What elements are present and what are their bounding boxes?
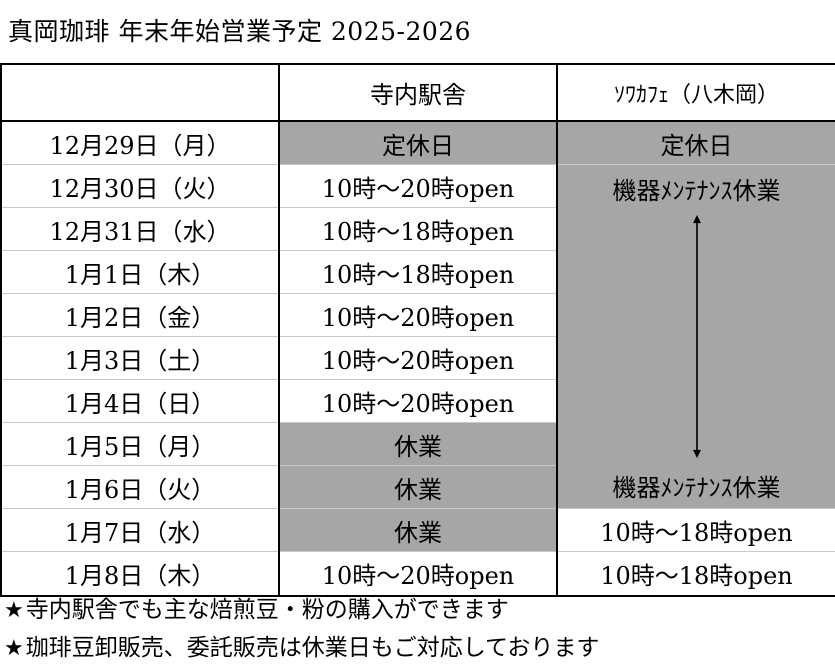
header-date — [0, 63, 280, 122]
terauchi-hours-cell: 10時～20時open — [278, 164, 558, 208]
date-cell: 1月4日（日） — [0, 379, 280, 423]
date-cell: 1月5日（月） — [0, 422, 280, 466]
table-row: 12月31日（水） 10時～18時open — [0, 207, 835, 251]
maintenance-end-label: 機器ﾒﾝﾃﾅﾝｽ休業 — [612, 474, 781, 502]
date-cell: 1月1日（木） — [0, 250, 280, 294]
terauchi-hours-cell: 10時～20時open — [278, 293, 558, 337]
sowa-hours-cell: 10時～18時open — [556, 508, 835, 552]
star-icon: ★ — [4, 598, 24, 623]
table-row: 1月7日（水） 休業 10時～18時open — [0, 508, 835, 552]
header-sowa-cafe: ｿﾜｶﾌｪ（八木岡） — [556, 63, 835, 122]
terauchi-closed-cell: 休業 — [278, 465, 558, 509]
date-cell: 12月31日（水） — [0, 207, 280, 251]
table-row: 1月4日（日） 10時～20時open — [0, 379, 835, 423]
table-row: 1月2日（金） 10時～20時open — [0, 293, 835, 337]
header-terauchi: 寺内駅舎 — [278, 63, 558, 122]
terauchi-hours-cell: 10時～20時open — [278, 551, 558, 597]
date-cell: 1月3日（土） — [0, 336, 280, 380]
sowa-maintenance-cell: 機器ﾒﾝﾃﾅﾝｽ休業 機器ﾒﾝﾃﾅﾝｽ休業 — [556, 164, 835, 509]
table-row: 1月8日（木） 10時～20時open 10時～18時open — [0, 551, 835, 597]
terauchi-hours-cell: 10時～20時open — [278, 336, 558, 380]
note-line: ★珈琲豆卸販売、委託販売は休業日もご対応しております — [4, 630, 599, 666]
date-cell: 12月29日（月） — [0, 120, 280, 165]
date-cell: 1月2日（金） — [0, 293, 280, 337]
schedule-table: 寺内駅舎 ｿﾜｶﾌｪ（八木岡） 12月29日（月） 定休日 定休日 12月30日… — [0, 63, 835, 597]
terauchi-closed-cell: 休業 — [278, 422, 558, 466]
terauchi-hours-cell: 10時～20時open — [278, 379, 558, 423]
table-row: 12月30日（火） 10時～20時open 機器ﾒﾝﾃﾅﾝｽ休業 機器ﾒﾝﾃﾅﾝ… — [0, 164, 835, 509]
sowa-hours-cell: 10時～18時open — [556, 551, 835, 597]
sowa-closed-cell: 定休日 — [556, 120, 835, 165]
header-row: 寺内駅舎 ｿﾜｶﾌｪ（八木岡） — [0, 63, 835, 122]
terauchi-closed-cell: 定休日 — [278, 120, 558, 165]
star-icon: ★ — [4, 636, 24, 661]
terauchi-hours-cell: 10時～18時open — [278, 207, 558, 251]
note-line: ★寺内駅舎でも主な焙煎豆・粉の購入ができます — [4, 592, 509, 628]
note-text: 寺内駅舎でも主な焙煎豆・粉の購入ができます — [25, 597, 509, 623]
date-cell: 12月30日（火） — [0, 164, 280, 208]
date-cell: 1月6日（火） — [0, 465, 280, 509]
date-cell: 1月7日（水） — [0, 508, 280, 552]
table-row: 12月29日（月） 定休日 定休日 — [0, 120, 835, 165]
double-arrow-vertical-icon — [692, 215, 708, 458]
table-row: 1月1日（木） 10時～18時open — [0, 250, 835, 294]
page-title: 真岡珈琲 年末年始営業予定 2025-2026 — [8, 17, 472, 46]
table-row: 1月3日（土） 10時～20時open — [0, 336, 835, 380]
table-row: 1月5日（月） 休業 — [0, 422, 835, 466]
terauchi-closed-cell: 休業 — [278, 508, 558, 552]
note-text: 珈琲豆卸販売、委託販売は休業日もご対応しております — [25, 635, 600, 661]
terauchi-hours-cell: 10時～18時open — [278, 250, 558, 294]
maintenance-start-label: 機器ﾒﾝﾃﾅﾝｽ休業 — [612, 177, 781, 205]
date-cell: 1月8日（木） — [0, 551, 280, 597]
